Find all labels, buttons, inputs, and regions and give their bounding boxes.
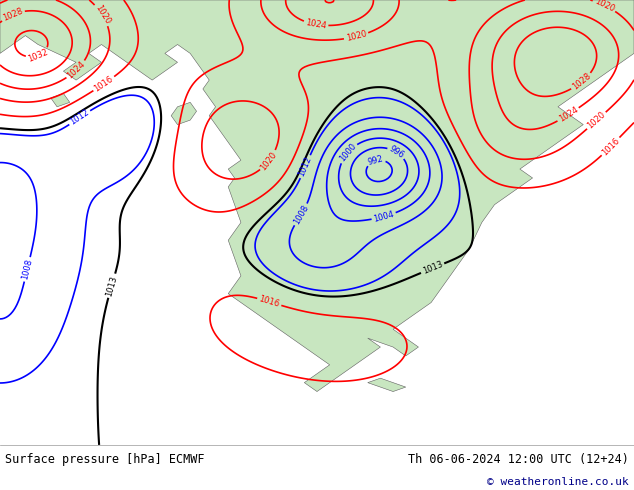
Text: 1016: 1016 <box>258 294 281 309</box>
Text: Surface pressure [hPa] ECMWF: Surface pressure [hPa] ECMWF <box>5 453 205 466</box>
Text: 1004: 1004 <box>373 209 395 223</box>
Text: 1016: 1016 <box>93 74 115 94</box>
Text: 1012: 1012 <box>68 108 91 127</box>
Text: 1016: 1016 <box>600 136 621 157</box>
Text: 992: 992 <box>367 154 385 167</box>
Text: 1024: 1024 <box>305 18 327 31</box>
Text: 1024: 1024 <box>65 59 87 80</box>
Text: 1020: 1020 <box>93 3 112 26</box>
Text: 1013: 1013 <box>105 274 119 297</box>
Text: 996: 996 <box>387 144 406 160</box>
Text: 1032: 1032 <box>27 48 49 64</box>
Text: © weatheronline.co.uk: © weatheronline.co.uk <box>487 477 629 487</box>
Text: 1008: 1008 <box>20 258 34 281</box>
Polygon shape <box>171 102 197 124</box>
Text: 1028: 1028 <box>1 6 24 23</box>
Text: 1024: 1024 <box>557 105 579 124</box>
Text: 1028: 1028 <box>571 72 593 92</box>
Polygon shape <box>368 378 406 392</box>
Text: 1008: 1008 <box>292 203 310 226</box>
Polygon shape <box>0 0 634 392</box>
Text: 1020: 1020 <box>586 110 607 131</box>
Text: 1020: 1020 <box>593 0 616 14</box>
Text: 1013: 1013 <box>421 260 444 276</box>
Text: 1020: 1020 <box>259 149 279 172</box>
Text: 1000: 1000 <box>337 142 358 164</box>
Text: 1012: 1012 <box>297 155 314 178</box>
Polygon shape <box>51 94 70 107</box>
Text: Th 06-06-2024 12:00 UTC (12+24): Th 06-06-2024 12:00 UTC (12+24) <box>408 453 629 466</box>
Text: 1020: 1020 <box>345 29 368 43</box>
